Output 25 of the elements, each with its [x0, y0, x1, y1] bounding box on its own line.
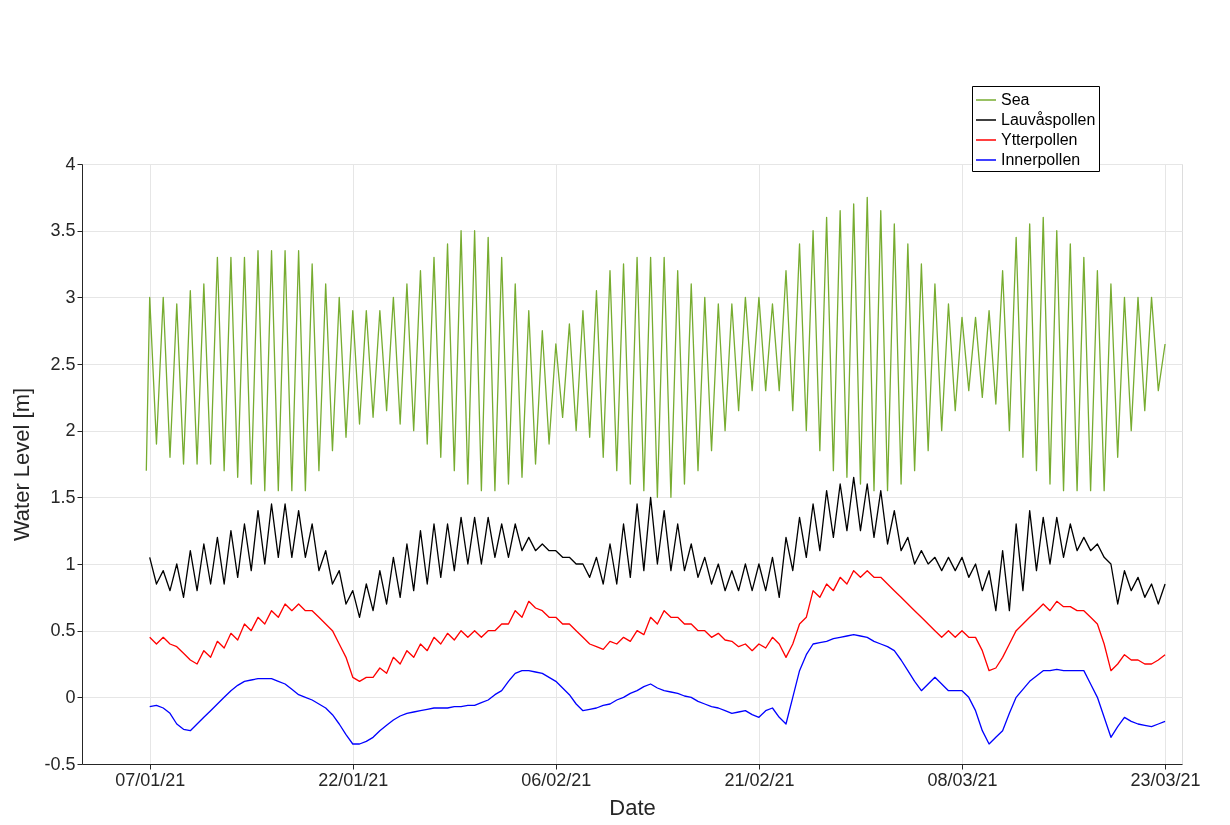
- legend-label: Sea: [1001, 91, 1030, 108]
- x-tick-label: 21/02/21: [724, 769, 795, 790]
- y-tick-label: 1: [65, 553, 76, 574]
- x-tick-label: 22/01/21: [318, 769, 389, 790]
- line-series: [149, 634, 1166, 745]
- y-tick-label: 2.5: [50, 353, 76, 374]
- line-series: [149, 570, 1166, 682]
- y-tick-label: 1.5: [50, 486, 76, 507]
- y-tick-label: 2: [65, 420, 76, 441]
- x-tick-label: 06/02/21: [521, 769, 592, 790]
- legend-label: Ytterpollen: [1001, 131, 1078, 148]
- legend-label: Lauvåspollen: [1001, 111, 1096, 128]
- y-tick-label: 0.5: [50, 620, 76, 641]
- line-series: [149, 476, 1166, 618]
- x-tick-label: 23/03/21: [1130, 769, 1201, 790]
- y-tick-label: 3: [65, 286, 76, 307]
- x-tick-label: 07/01/21: [115, 769, 186, 790]
- y-tick-label: 3.5: [50, 220, 76, 241]
- y-tick-label: 0: [65, 686, 76, 707]
- x-axis-title: Date: [609, 794, 656, 820]
- x-tick-label: 08/03/21: [927, 769, 998, 790]
- y-tick-label: -0.5: [44, 753, 76, 774]
- legend-label: Innerpollen: [1001, 151, 1081, 168]
- y-axis-title: Water Level [m]: [9, 387, 35, 542]
- y-tick-label: 4: [65, 153, 76, 174]
